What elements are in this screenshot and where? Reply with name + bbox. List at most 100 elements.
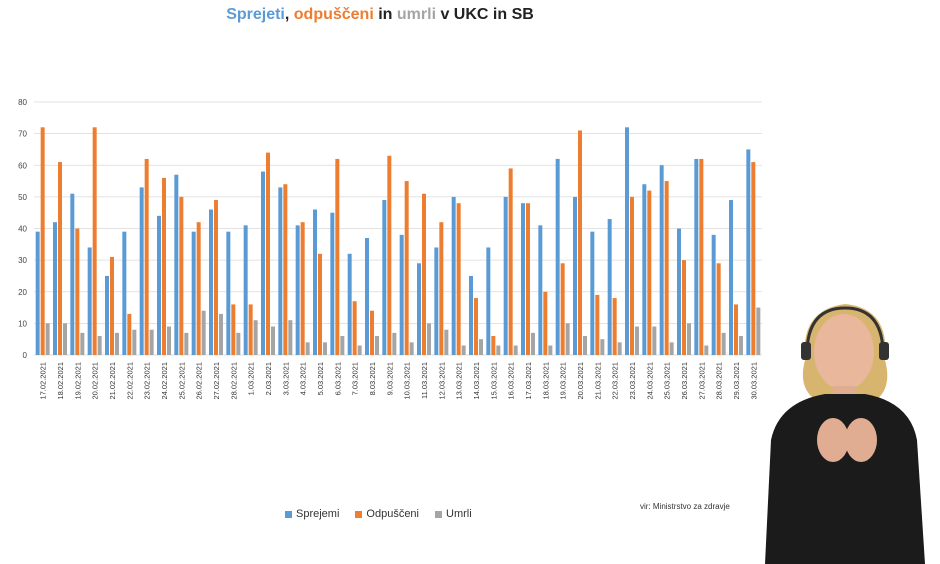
title-part-umrli: umrli bbox=[396, 6, 437, 23]
x-tick-label: 3.03.2021 bbox=[281, 362, 290, 395]
bar-umrli-3.03.2021 bbox=[288, 320, 293, 355]
bar-sprejemi-6.03.2021 bbox=[330, 212, 335, 355]
y-tick-label-70: 70 bbox=[18, 130, 27, 139]
bar-odpueni-2.03.2021 bbox=[266, 152, 270, 355]
bar-odpueni-25.02.2021 bbox=[179, 196, 184, 355]
x-tick-label: 28.03.2021 bbox=[715, 362, 724, 400]
bar-odpueni-24.02.2021 bbox=[162, 177, 166, 355]
bar-sprejemi-19.03.2021 bbox=[555, 158, 560, 355]
title-separator-1: , bbox=[284, 6, 294, 23]
bar-odpueni-9.03.2021 bbox=[387, 155, 392, 355]
y-tick-label-40: 40 bbox=[18, 225, 27, 234]
y-tick-label-20: 20 bbox=[18, 288, 27, 297]
bar-odpueni-8.03.2021 bbox=[370, 310, 374, 355]
x-tick-label: 21.03.2021 bbox=[593, 362, 602, 400]
bar-odpueni-18.03.2021 bbox=[543, 291, 548, 355]
bar-umrli-8.03.2021 bbox=[375, 336, 379, 355]
bar-umrli-28.03.2021 bbox=[721, 332, 726, 355]
bar-umrli-24.03.2021 bbox=[652, 326, 657, 355]
bar-umrli-16.03.2021 bbox=[513, 345, 518, 355]
bar-sprejemi-1.03.2021 bbox=[243, 225, 248, 355]
bar-sprejemi-26.03.2021 bbox=[677, 228, 681, 355]
x-tick-label: 22.03.2021 bbox=[611, 362, 620, 400]
legend-label-sprejemi: Sprejemi bbox=[296, 508, 340, 520]
bar-sprejemi-22.03.2021 bbox=[607, 219, 612, 355]
bar-umrli-14.03.2021 bbox=[479, 339, 483, 355]
y-axis-ticks: 0 10 20 30 40 50 60 70 80 bbox=[18, 98, 27, 360]
bar-odpueni-14.03.2021 bbox=[474, 298, 478, 355]
bar-odpueni-22.03.2021 bbox=[612, 298, 617, 355]
bar-sprejemi-25.03.2021 bbox=[659, 165, 664, 355]
y-tick-label-60: 60 bbox=[18, 161, 27, 170]
bar-umrli-20.02.2021 bbox=[97, 336, 102, 355]
bar-umrli-19.02.2021 bbox=[80, 332, 85, 355]
bar-umrli-10.03.2021 bbox=[409, 342, 414, 355]
bar-umrli-25.03.2021 bbox=[669, 342, 674, 355]
x-tick-label: 17.02.2021 bbox=[39, 362, 48, 400]
bar-sprejemi-8.03.2021 bbox=[365, 237, 369, 355]
bar-odpueni-13.03.2021 bbox=[456, 203, 461, 355]
bar-odpueni-25.03.2021 bbox=[664, 181, 669, 355]
x-tick-label: 16.03.2021 bbox=[507, 362, 516, 400]
bar-sprejemi-19.02.2021 bbox=[70, 193, 75, 355]
bar-sprejemi-21.03.2021 bbox=[590, 231, 595, 355]
bar-odpueni-20.03.2021 bbox=[578, 130, 582, 355]
bar-odpueni-1.03.2021 bbox=[248, 304, 253, 355]
bar-umrli-5.03.2021 bbox=[323, 342, 327, 355]
bar-sprejemi-28.03.2021 bbox=[711, 234, 716, 355]
x-tick-label: 18.02.2021 bbox=[56, 362, 65, 400]
bar-umrli-22.03.2021 bbox=[617, 342, 622, 355]
bar-odpueni-3.03.2021 bbox=[283, 184, 288, 355]
bar-sprejemi-26.02.2021 bbox=[191, 231, 196, 355]
bar-odpueni-17.02.2021 bbox=[40, 127, 45, 355]
bar-odpueni-21.03.2021 bbox=[595, 294, 600, 355]
bar-odpueni-28.03.2021 bbox=[716, 263, 721, 355]
bar-odpueni-21.02.2021 bbox=[110, 256, 114, 355]
bar-sprejemi-11.03.2021 bbox=[417, 263, 421, 355]
bar-odpueni-4.03.2021 bbox=[300, 222, 305, 355]
x-tick-label: 28.02.2021 bbox=[229, 362, 238, 400]
x-tick-label: 7.03.2021 bbox=[351, 362, 360, 395]
bar-odpueni-23.02.2021 bbox=[144, 158, 149, 355]
x-tick-label: 8.03.2021 bbox=[368, 362, 377, 395]
bar-sprejemi-30.03.2021 bbox=[746, 149, 751, 355]
bar-sprejemi-24.03.2021 bbox=[642, 184, 647, 355]
x-tick-label: 24.02.2021 bbox=[160, 362, 169, 400]
bar-umrli-1.03.2021 bbox=[253, 320, 258, 355]
bar-sprejemi-9.03.2021 bbox=[382, 200, 387, 355]
x-axis-ticks: 17.02.2021 18.02.2021 19.02.2021 20.02.2021… bbox=[39, 362, 759, 400]
bar-umrli-4.03.2021 bbox=[305, 342, 310, 355]
x-tick-label: 6.03.2021 bbox=[333, 362, 342, 395]
bar-umrli-23.03.2021 bbox=[635, 326, 639, 355]
bar-umrli-2.03.2021 bbox=[271, 326, 275, 355]
bar-sprejemi-27.03.2021 bbox=[694, 158, 699, 355]
bar-sprejemi-17.02.2021 bbox=[35, 231, 40, 355]
bar-umrli-25.02.2021 bbox=[184, 332, 189, 355]
bar-umrli-13.03.2021 bbox=[461, 345, 466, 355]
bar-umrli-18.03.2021 bbox=[548, 345, 553, 355]
bar-sprejemi-24.02.2021 bbox=[157, 215, 161, 355]
y-tick-label-30: 30 bbox=[18, 256, 27, 265]
bar-umrli-23.02.2021 bbox=[149, 329, 154, 355]
x-tick-label: 19.03.2021 bbox=[559, 362, 568, 400]
x-tick-label: 18.03.2021 bbox=[541, 362, 550, 400]
bar-odpueni-30.03.2021 bbox=[751, 162, 756, 355]
x-tick-label: 21.02.2021 bbox=[108, 362, 117, 400]
bar-odpueni-15.03.2021 bbox=[491, 336, 496, 355]
bar-sprejemi-5.03.2021 bbox=[313, 209, 317, 355]
bar-sprejemi-15.03.2021 bbox=[486, 247, 491, 355]
x-tick-label: 5.03.2021 bbox=[316, 362, 325, 395]
bar-umrli-6.03.2021 bbox=[340, 336, 345, 355]
y-tick-label-10: 10 bbox=[18, 319, 27, 328]
bar-umrli-20.03.2021 bbox=[583, 336, 587, 355]
chart-title: Sprejeti, odpuščeni in umrli v UKC in SB bbox=[0, 6, 760, 24]
bar-umrli-29.03.2021 bbox=[739, 336, 743, 355]
x-tick-label: 30.03.2021 bbox=[749, 362, 758, 400]
bar-umrli-11.03.2021 bbox=[427, 323, 431, 355]
bar-sprejemi-21.02.2021 bbox=[105, 275, 109, 355]
x-tick-label: 4.03.2021 bbox=[299, 362, 308, 395]
x-tick-label: 19.02.2021 bbox=[73, 362, 82, 400]
gridlines bbox=[34, 101, 762, 356]
bar-sprejemi-16.03.2021 bbox=[503, 196, 508, 355]
